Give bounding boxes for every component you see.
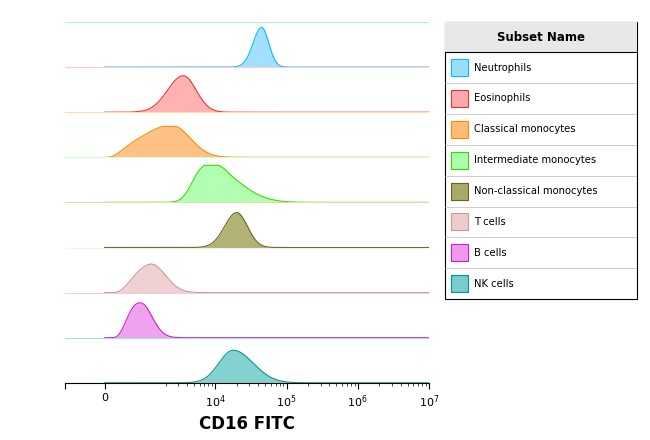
Bar xyxy=(451,121,468,138)
Bar xyxy=(451,275,468,292)
Text: B cells: B cells xyxy=(474,248,506,258)
Bar xyxy=(451,90,468,107)
Text: Classical monocytes: Classical monocytes xyxy=(474,125,575,134)
Text: Eosinophils: Eosinophils xyxy=(474,93,530,103)
X-axis label: CD16 FITC: CD16 FITC xyxy=(199,415,295,433)
Text: Non-classical monocytes: Non-classical monocytes xyxy=(474,186,597,196)
Bar xyxy=(451,183,468,200)
Bar xyxy=(445,22,637,52)
Text: Intermediate monocytes: Intermediate monocytes xyxy=(474,155,596,165)
Bar xyxy=(451,59,468,76)
Bar xyxy=(451,152,468,169)
Bar xyxy=(451,213,468,231)
Text: Neutrophils: Neutrophils xyxy=(474,62,532,73)
Text: Subset Name: Subset Name xyxy=(497,30,585,44)
Bar xyxy=(451,244,468,261)
Text: NK cells: NK cells xyxy=(474,279,514,289)
Text: T cells: T cells xyxy=(474,217,506,227)
